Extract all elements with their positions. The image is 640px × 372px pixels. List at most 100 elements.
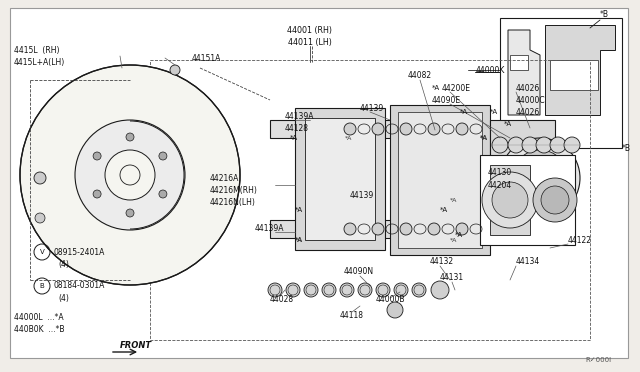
Polygon shape xyxy=(398,112,482,248)
Polygon shape xyxy=(545,25,615,115)
Circle shape xyxy=(159,152,167,160)
Circle shape xyxy=(431,281,449,299)
Text: B: B xyxy=(40,283,44,289)
Polygon shape xyxy=(305,118,375,240)
Circle shape xyxy=(105,150,155,200)
Text: 08184-0301A: 08184-0301A xyxy=(53,282,104,291)
Circle shape xyxy=(456,223,468,235)
Text: *A: *A xyxy=(480,135,488,141)
Text: 44139: 44139 xyxy=(360,103,384,112)
Text: 44200E: 44200E xyxy=(442,83,471,93)
Text: V: V xyxy=(40,249,44,255)
Text: 44128: 44128 xyxy=(285,124,309,132)
Bar xyxy=(270,120,490,138)
Text: *A: *A xyxy=(432,85,440,91)
Text: 44026: 44026 xyxy=(516,83,540,93)
Text: 44216N(LH): 44216N(LH) xyxy=(210,198,256,206)
Text: 44151A: 44151A xyxy=(192,54,221,62)
Circle shape xyxy=(75,120,185,230)
Text: *A: *A xyxy=(345,135,353,141)
Circle shape xyxy=(387,302,403,318)
Circle shape xyxy=(170,65,180,75)
Text: *A: *A xyxy=(295,237,302,243)
Text: 44118: 44118 xyxy=(340,311,364,321)
Text: 44139A: 44139A xyxy=(255,224,285,232)
Circle shape xyxy=(20,65,240,285)
Bar xyxy=(270,220,490,238)
Circle shape xyxy=(492,182,528,218)
Text: 44216M(RH): 44216M(RH) xyxy=(210,186,258,195)
Text: 44134: 44134 xyxy=(516,257,540,266)
Circle shape xyxy=(372,223,384,235)
Circle shape xyxy=(35,213,45,223)
Text: 08915-2401A: 08915-2401A xyxy=(53,247,104,257)
Circle shape xyxy=(93,152,101,160)
Text: (4): (4) xyxy=(58,260,69,269)
Circle shape xyxy=(522,137,538,153)
Circle shape xyxy=(400,223,412,235)
Text: R✓000l: R✓000l xyxy=(586,357,612,363)
Text: *A: *A xyxy=(290,135,298,141)
Text: 440B0K  ...*B: 440B0K ...*B xyxy=(14,326,65,334)
Circle shape xyxy=(93,190,101,198)
Text: 44216A: 44216A xyxy=(210,173,239,183)
Text: 4415L  (RH): 4415L (RH) xyxy=(14,45,60,55)
Circle shape xyxy=(541,186,569,214)
Text: *A: *A xyxy=(460,109,468,115)
Text: 44000L  ...*A: 44000L ...*A xyxy=(14,314,63,323)
Circle shape xyxy=(344,123,356,135)
Text: 44130: 44130 xyxy=(488,167,512,176)
Circle shape xyxy=(564,137,580,153)
Text: 44000B: 44000B xyxy=(376,295,406,305)
Text: 4415L+A(LH): 4415L+A(LH) xyxy=(14,58,65,67)
Text: 44122: 44122 xyxy=(568,235,592,244)
Text: 44082: 44082 xyxy=(408,71,432,80)
Circle shape xyxy=(372,123,384,135)
Text: *A: *A xyxy=(295,237,303,243)
Polygon shape xyxy=(510,55,528,70)
Text: 44026: 44026 xyxy=(516,108,540,116)
Text: 44090E: 44090E xyxy=(432,96,461,105)
Text: 44028: 44028 xyxy=(270,295,294,305)
Text: 44139A: 44139A xyxy=(285,112,314,121)
Text: *A: *A xyxy=(490,109,498,115)
Circle shape xyxy=(126,133,134,141)
Circle shape xyxy=(412,283,426,297)
Circle shape xyxy=(533,178,577,222)
Circle shape xyxy=(358,283,372,297)
Text: 44000C: 44000C xyxy=(516,96,546,105)
Text: (4): (4) xyxy=(58,294,69,302)
Text: *A: *A xyxy=(455,232,463,238)
Bar xyxy=(490,165,530,235)
Circle shape xyxy=(482,172,538,228)
Polygon shape xyxy=(390,105,490,255)
Circle shape xyxy=(286,283,300,297)
Text: *B: *B xyxy=(622,144,631,153)
Bar xyxy=(480,155,575,245)
Circle shape xyxy=(512,150,568,206)
Circle shape xyxy=(456,123,468,135)
Text: FRONT: FRONT xyxy=(120,340,152,350)
Text: 44139: 44139 xyxy=(350,190,374,199)
Text: 44090N: 44090N xyxy=(344,267,374,276)
Text: 44011 (LH): 44011 (LH) xyxy=(288,38,332,46)
Text: *A: *A xyxy=(440,207,448,213)
Bar xyxy=(490,120,555,238)
Circle shape xyxy=(322,283,336,297)
Text: 44000K: 44000K xyxy=(476,65,506,74)
Circle shape xyxy=(376,283,390,297)
Text: 44132: 44132 xyxy=(430,257,454,266)
Circle shape xyxy=(400,123,412,135)
Text: *A: *A xyxy=(450,237,458,243)
Circle shape xyxy=(428,123,440,135)
Circle shape xyxy=(344,223,356,235)
Text: 44131: 44131 xyxy=(440,273,464,282)
Circle shape xyxy=(34,172,46,184)
Circle shape xyxy=(268,283,282,297)
Circle shape xyxy=(536,137,552,153)
Circle shape xyxy=(428,223,440,235)
Text: 44001 (RH): 44001 (RH) xyxy=(287,26,333,35)
Circle shape xyxy=(500,138,580,218)
Circle shape xyxy=(340,283,354,297)
Polygon shape xyxy=(508,30,540,115)
